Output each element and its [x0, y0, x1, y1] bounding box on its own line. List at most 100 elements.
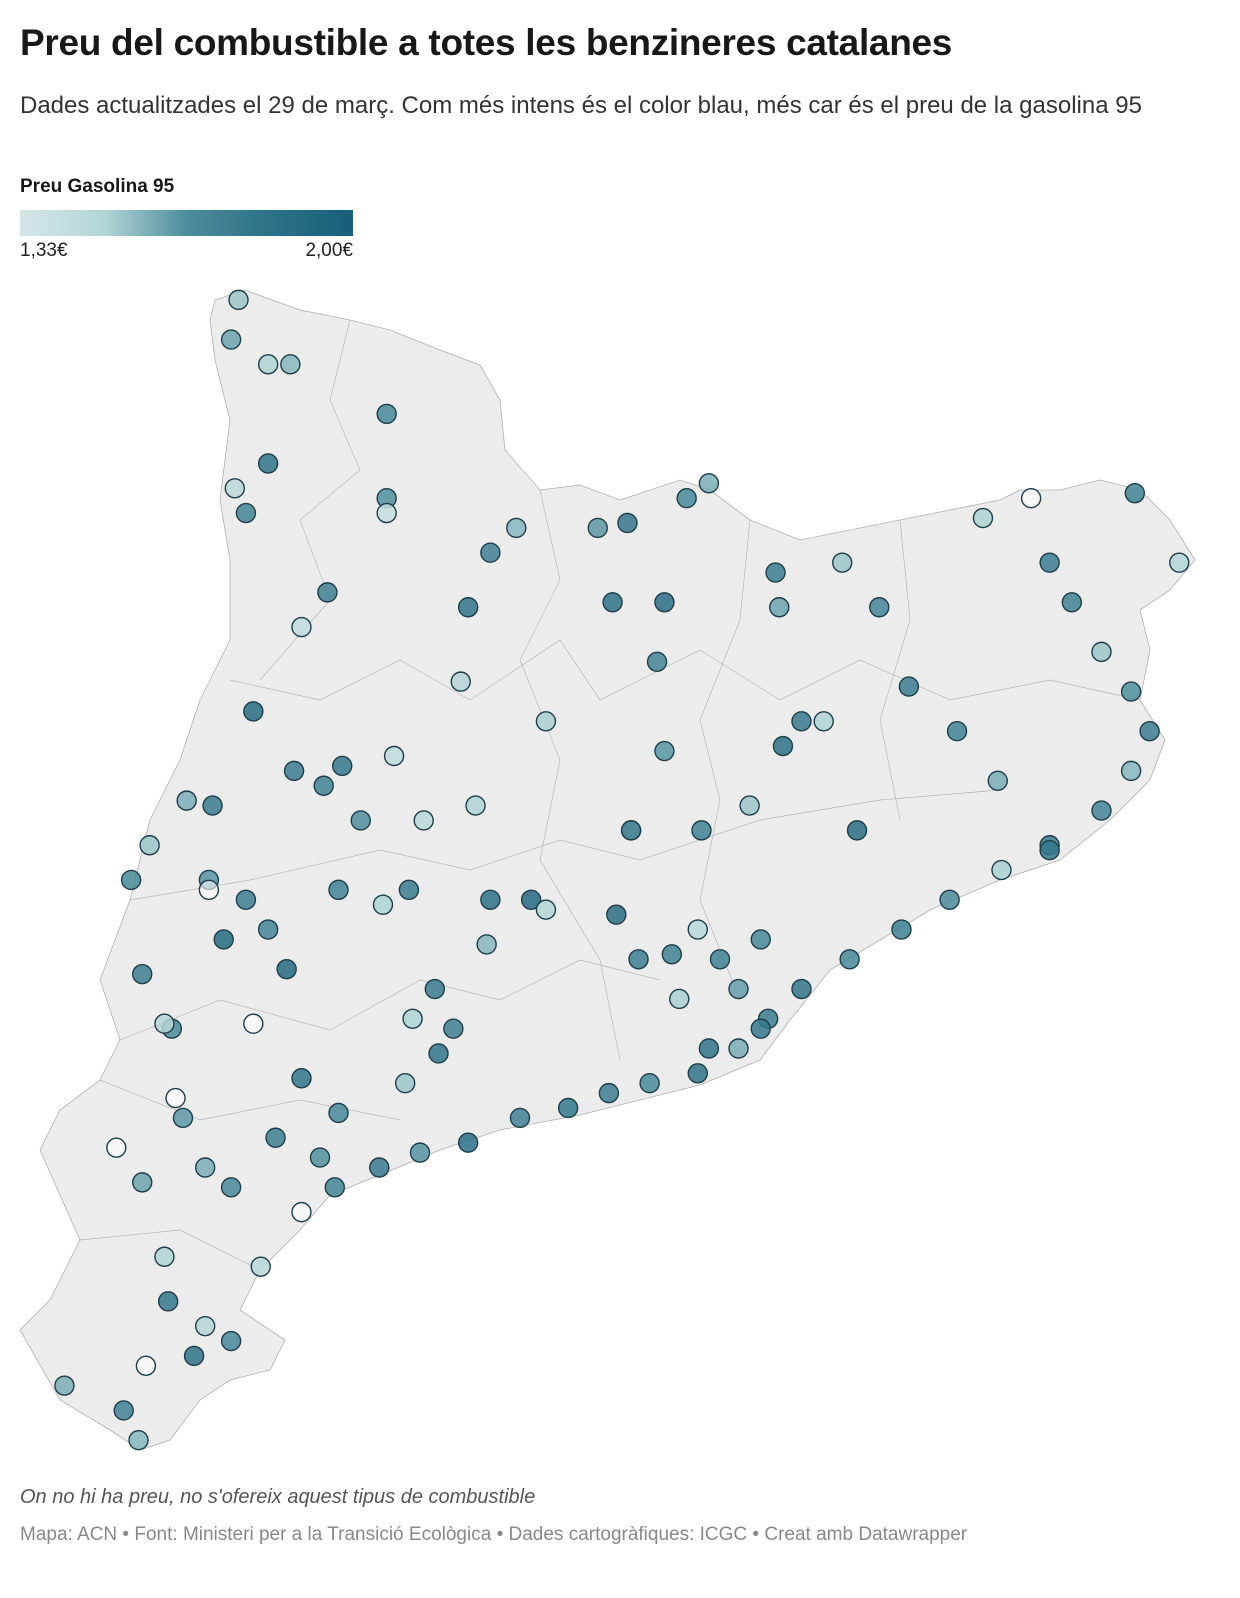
station-marker[interactable]	[350, 810, 371, 831]
station-marker[interactable]	[220, 1330, 242, 1352]
station-marker[interactable]	[1120, 681, 1142, 702]
station-marker[interactable]	[728, 978, 749, 1000]
station-marker[interactable]	[332, 755, 353, 777]
station-marker[interactable]	[772, 735, 794, 757]
station-marker[interactable]	[276, 958, 297, 980]
station-marker[interactable]	[283, 760, 305, 782]
station-marker[interactable]	[480, 889, 501, 910]
station-marker[interactable]	[443, 1018, 464, 1039]
station-marker[interactable]	[617, 512, 638, 534]
station-marker[interactable]	[1091, 641, 1112, 663]
station-marker[interactable]	[813, 711, 834, 732]
station-marker[interactable]	[243, 701, 264, 722]
station-marker[interactable]	[176, 790, 197, 811]
station-marker[interactable]	[409, 1142, 431, 1163]
station-marker[interactable]	[372, 894, 394, 915]
station-marker[interactable]	[661, 944, 683, 965]
station-marker[interactable]	[257, 919, 279, 940]
station-marker[interactable]	[257, 453, 279, 474]
station-marker[interactable]	[202, 795, 223, 816]
station-marker[interactable]	[394, 1073, 416, 1094]
station-marker[interactable]	[1039, 552, 1060, 573]
station-marker[interactable]	[220, 1177, 242, 1198]
station-marker[interactable]	[428, 1043, 449, 1064]
station-marker[interactable]	[194, 1157, 216, 1178]
station-marker[interactable]	[739, 795, 760, 816]
station-marker[interactable]	[628, 949, 649, 970]
station-marker[interactable]	[398, 879, 420, 901]
station-marker[interactable]	[1169, 552, 1190, 573]
station-marker[interactable]	[139, 835, 160, 856]
station-marker[interactable]	[769, 597, 790, 618]
station-marker[interactable]	[765, 562, 786, 583]
station-marker[interactable]	[154, 1013, 175, 1034]
station-marker[interactable]	[939, 889, 960, 910]
station-marker[interactable]	[946, 721, 968, 742]
station-marker[interactable]	[235, 889, 257, 910]
station-marker[interactable]	[506, 517, 527, 539]
station-marker[interactable]	[1120, 760, 1142, 782]
station-marker[interactable]	[213, 929, 234, 950]
station-marker-no-price[interactable]	[135, 1355, 157, 1377]
station-marker[interactable]	[728, 1038, 749, 1059]
station-marker[interactable]	[791, 978, 812, 1000]
station-marker[interactable]	[424, 978, 446, 1000]
station-marker[interactable]	[587, 517, 608, 539]
station-marker[interactable]	[480, 542, 501, 563]
station-marker[interactable]	[465, 795, 486, 816]
station-marker[interactable]	[220, 329, 242, 350]
station-marker[interactable]	[376, 502, 397, 524]
station-marker[interactable]	[317, 582, 338, 603]
station-marker[interactable]	[646, 651, 668, 672]
station-marker[interactable]	[832, 552, 853, 573]
station-marker[interactable]	[557, 1097, 579, 1119]
station-marker[interactable]	[602, 592, 623, 613]
station-marker[interactable]	[328, 879, 349, 901]
station-marker[interactable]	[1124, 483, 1146, 504]
station-marker[interactable]	[891, 919, 912, 940]
station-marker[interactable]	[606, 904, 627, 925]
station-marker[interactable]	[520, 889, 542, 910]
station-marker[interactable]	[750, 1018, 771, 1039]
station-marker[interactable]	[687, 919, 708, 940]
station-marker[interactable]	[1061, 592, 1083, 613]
station-marker[interactable]	[369, 1157, 390, 1178]
station-marker[interactable]	[120, 869, 142, 891]
station-marker[interactable]	[450, 671, 471, 692]
station-marker[interactable]	[194, 1315, 216, 1337]
station-marker[interactable]	[991, 859, 1012, 881]
station-marker[interactable]	[691, 820, 712, 841]
station-marker[interactable]	[383, 745, 405, 767]
station-marker[interactable]	[620, 820, 642, 841]
station-marker[interactable]	[509, 1107, 531, 1129]
station-marker[interactable]	[698, 1038, 720, 1059]
station-marker[interactable]	[846, 820, 868, 841]
station-marker-no-price[interactable]	[198, 879, 220, 901]
station-marker[interactable]	[183, 1345, 205, 1367]
station-marker[interactable]	[157, 1291, 179, 1312]
station-marker[interactable]	[291, 1068, 312, 1089]
station-marker[interactable]	[250, 1256, 271, 1277]
station-marker-no-price[interactable]	[291, 1201, 312, 1223]
station-marker[interactable]	[154, 1246, 175, 1267]
station-marker[interactable]	[1039, 839, 1060, 861]
station-marker-no-price[interactable]	[106, 1137, 127, 1158]
station-marker-no-price[interactable]	[165, 1087, 186, 1109]
station-marker[interactable]	[228, 289, 249, 311]
station-marker[interactable]	[687, 1063, 708, 1084]
station-marker[interactable]	[598, 1082, 620, 1104]
station-marker[interactable]	[791, 711, 812, 732]
station-marker[interactable]	[313, 775, 334, 796]
station-marker[interactable]	[132, 1172, 153, 1193]
station-marker[interactable]	[1091, 800, 1112, 821]
station-marker[interactable]	[265, 1127, 286, 1148]
station-marker[interactable]	[676, 487, 697, 509]
station-marker[interactable]	[402, 1008, 423, 1029]
station-marker[interactable]	[457, 1132, 479, 1153]
station-marker[interactable]	[224, 478, 246, 499]
station-marker[interactable]	[698, 473, 720, 494]
station-marker[interactable]	[898, 676, 920, 697]
station-marker[interactable]	[669, 988, 690, 1010]
station-marker[interactable]	[639, 1073, 660, 1094]
station-marker[interactable]	[235, 502, 257, 524]
